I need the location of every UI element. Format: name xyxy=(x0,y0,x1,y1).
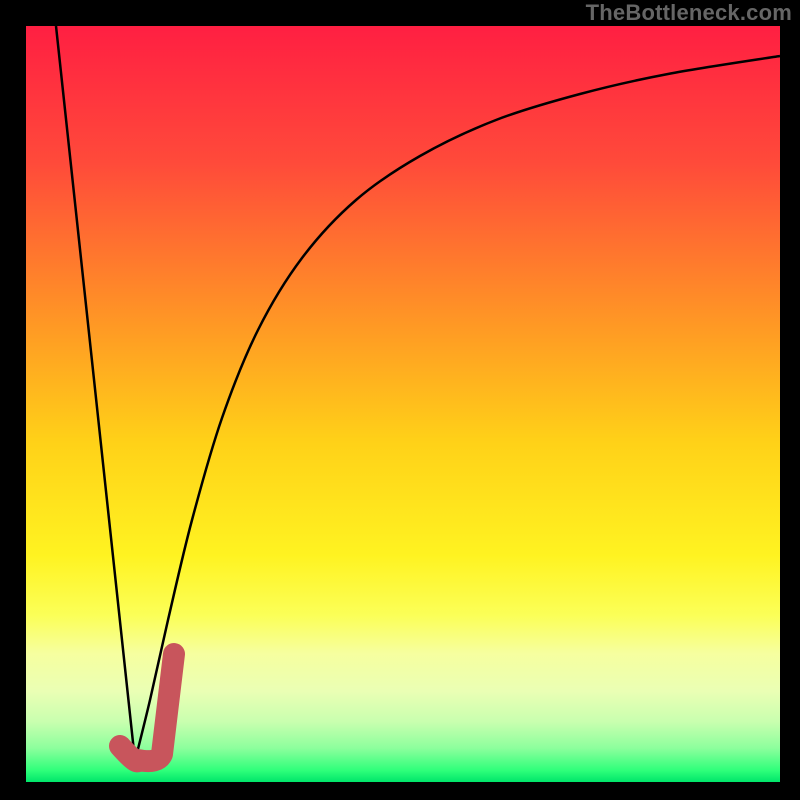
plot-background xyxy=(26,26,780,782)
chart-container: TheBottleneck.com xyxy=(0,0,800,800)
watermark-text: TheBottleneck.com xyxy=(586,0,792,26)
chart-svg xyxy=(0,0,800,800)
